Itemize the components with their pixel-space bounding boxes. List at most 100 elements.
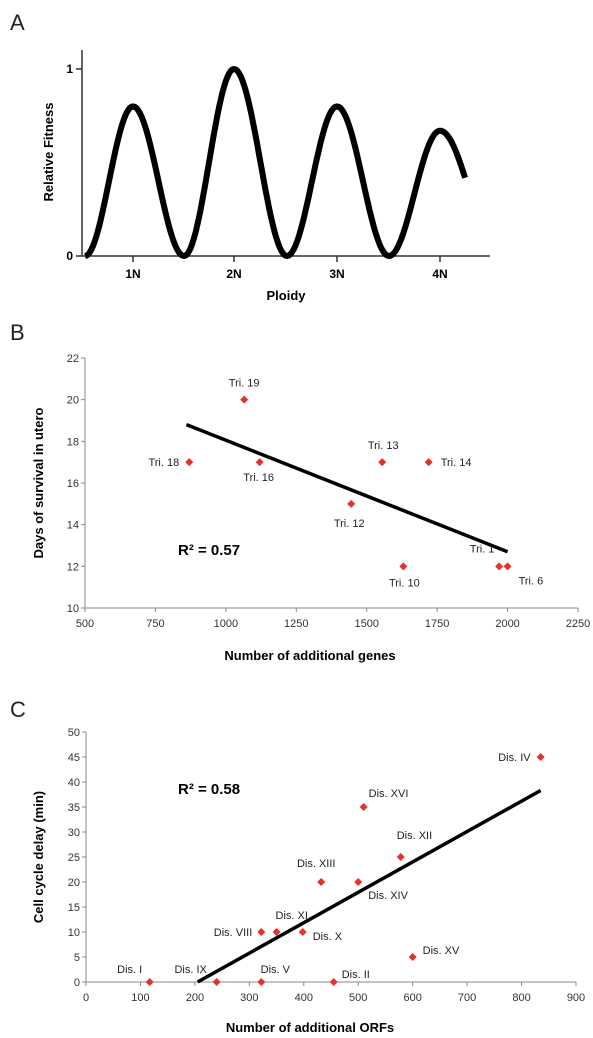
data-point-label: Dis. VIII xyxy=(214,927,253,939)
data-point-label: Tri. 16 xyxy=(243,472,274,484)
y-tick-label: 10 xyxy=(68,927,80,939)
data-point-label: Tri. 6 xyxy=(519,575,544,587)
y-axis-title: Cell cycle delay (min) xyxy=(31,791,46,923)
data-point xyxy=(495,562,504,571)
data-point xyxy=(359,803,368,811)
trendline xyxy=(185,423,509,554)
data-point-label: Dis. XIII xyxy=(297,858,336,870)
data-point-label: Dis. XII xyxy=(397,830,432,842)
x-axis-title: Ploidy xyxy=(266,288,306,303)
data-point-label: Dis. I xyxy=(117,964,142,976)
data-point-label: Dis. XV xyxy=(423,945,460,957)
data-point xyxy=(257,978,266,986)
x-tick-label: 500 xyxy=(349,992,367,1004)
y-tick-label: 22 xyxy=(67,353,79,365)
x-tick-label: 2000 xyxy=(495,618,519,630)
y-tick-label: 40 xyxy=(68,777,80,789)
x-tick-label: 4N xyxy=(432,267,447,281)
data-point-label: Tri. 10 xyxy=(389,577,420,589)
data-point xyxy=(272,928,281,936)
data-point-label: Tri. 13 xyxy=(368,440,399,452)
data-point-label: Dis. XIV xyxy=(368,890,408,902)
data-point-label: Dis. XI xyxy=(276,910,308,922)
x-tick-label: 1000 xyxy=(214,618,238,630)
y-tick-label: 20 xyxy=(68,877,80,889)
data-point-label: Dis. XVI xyxy=(369,788,409,800)
data-point-label: Tri. 14 xyxy=(441,457,472,469)
x-tick-label: 3N xyxy=(329,267,344,281)
x-tick-label: 100 xyxy=(131,992,149,1004)
x-tick-label: 500 xyxy=(76,618,94,630)
y-tick-label: 12 xyxy=(67,561,79,573)
y-tick-label: 50 xyxy=(68,727,80,739)
y-tick-label: 30 xyxy=(68,827,80,839)
data-point-label: Tri. 12 xyxy=(334,518,365,530)
x-tick-label: 600 xyxy=(403,992,421,1004)
y-tick-label: 35 xyxy=(68,802,80,814)
data-point xyxy=(240,395,249,404)
panel-a: A 0 1 1N 2N 3N 4N Ploidy Relative Fitness xyxy=(10,10,490,303)
trendline xyxy=(196,788,542,984)
x-axis-title: Number of additional ORFs xyxy=(226,1020,394,1035)
x-tick-label: 1N xyxy=(125,267,140,281)
y-tick-label: 0 xyxy=(74,977,80,989)
y-axis-title: Days of survival in utero xyxy=(31,407,46,558)
data-point-label: Dis. IX xyxy=(174,964,207,976)
data-point-label: Dis. X xyxy=(313,931,343,943)
y-tick-label: 5 xyxy=(74,952,80,964)
x-tick-label: 900 xyxy=(567,992,585,1004)
survival-scatter-chart: 10 12 14 16 18 20 22 500 750 1000 1250 1500 1750 2000… xyxy=(31,353,590,663)
x-tick-label: 800 xyxy=(512,992,530,1004)
x-tick-label: 1500 xyxy=(354,618,378,630)
panel-letter-c: C xyxy=(10,697,26,722)
data-point-label: Dis. II xyxy=(342,969,370,981)
y-tick-label: 25 xyxy=(68,852,80,864)
ploidy-fitness-chart: 0 1 1N 2N 3N 4N Ploidy Relative Fitness xyxy=(41,50,490,303)
data-point xyxy=(257,928,266,936)
y-tick-label: 10 xyxy=(67,603,79,615)
r-squared-annotation: R² = 0.57 xyxy=(178,542,240,559)
data-point xyxy=(503,562,512,571)
data-point xyxy=(399,562,408,571)
data-point xyxy=(145,978,154,986)
data-point xyxy=(185,458,194,467)
y-tick-label: 0 xyxy=(66,249,73,263)
data-point xyxy=(536,753,545,761)
data-point xyxy=(255,458,264,467)
data-point xyxy=(354,878,363,886)
r-squared-annotation: R² = 0.58 xyxy=(178,781,240,798)
data-point xyxy=(212,978,221,986)
x-tick-label: 1250 xyxy=(284,618,308,630)
panel-letter-b: B xyxy=(10,320,25,345)
x-tick-label: 2250 xyxy=(566,618,590,630)
x-tick-label: 2N xyxy=(226,267,241,281)
x-tick-label: 400 xyxy=(295,992,313,1004)
data-point-label: Tri. 18 xyxy=(148,457,179,469)
x-tick-label: 1750 xyxy=(425,618,449,630)
x-axis-title: Number of additional genes xyxy=(224,648,395,663)
data-point xyxy=(378,458,387,467)
data-point xyxy=(329,978,338,986)
fitness-curve xyxy=(83,66,468,259)
data-point xyxy=(298,928,307,936)
x-tick-label: 300 xyxy=(240,992,258,1004)
data-point xyxy=(396,853,405,861)
x-tick-label: 0 xyxy=(83,992,89,1004)
data-point xyxy=(347,499,356,508)
data-point-label: Dis. V xyxy=(261,964,291,976)
data-point-label: Tri. 1 xyxy=(470,543,495,555)
data-point-label: Tri. 19 xyxy=(229,378,260,390)
y-tick-label: 20 xyxy=(67,395,79,407)
panel-b: B 10 12 14 16 18 20 22 500 750 1000 1250 1500 1750 20… xyxy=(10,320,590,663)
data-point xyxy=(424,458,433,467)
x-tick-label: 750 xyxy=(146,618,164,630)
data-point xyxy=(317,878,326,886)
y-tick-label: 14 xyxy=(67,520,79,532)
data-point xyxy=(408,953,417,961)
panel-letter-a: A xyxy=(10,10,25,35)
y-tick-label: 18 xyxy=(67,436,79,448)
y-tick-label: 15 xyxy=(68,902,80,914)
